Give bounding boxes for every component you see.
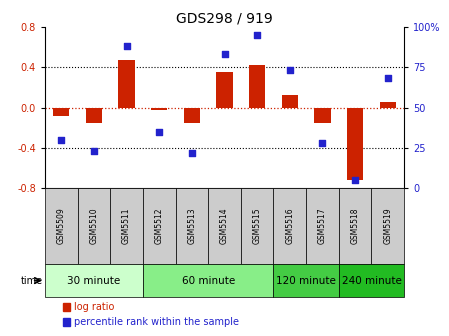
Bar [282, 95, 298, 108]
Text: GSM5513: GSM5513 [187, 208, 196, 244]
Text: GSM5516: GSM5516 [285, 208, 294, 244]
Text: 30 minute: 30 minute [67, 276, 120, 286]
FancyBboxPatch shape [241, 188, 273, 264]
Point [286, 68, 293, 73]
Text: time: time [21, 276, 43, 286]
Point [254, 32, 261, 38]
Bar [379, 102, 396, 108]
Text: 120 minute: 120 minute [276, 276, 336, 286]
Point [384, 76, 392, 81]
Text: GSM5512: GSM5512 [155, 208, 164, 244]
Bar [151, 108, 167, 110]
FancyBboxPatch shape [110, 188, 143, 264]
Point [57, 137, 65, 142]
Text: GSM5511: GSM5511 [122, 208, 131, 244]
Text: 60 minute: 60 minute [181, 276, 235, 286]
FancyBboxPatch shape [78, 188, 110, 264]
FancyBboxPatch shape [176, 188, 208, 264]
Text: GSM5514: GSM5514 [220, 208, 229, 244]
Bar [119, 60, 135, 108]
Text: 240 minute: 240 minute [342, 276, 401, 286]
Bar [314, 108, 330, 123]
Text: GSM5515: GSM5515 [253, 208, 262, 244]
Bar [184, 108, 200, 123]
Bar [249, 65, 265, 108]
Bar [347, 108, 363, 180]
Text: GSM5510: GSM5510 [89, 208, 98, 244]
Legend: log ratio, percentile rank within the sample: log ratio, percentile rank within the sa… [59, 298, 243, 331]
Title: GDS298 / 919: GDS298 / 919 [176, 12, 273, 26]
Point [156, 129, 163, 134]
FancyBboxPatch shape [273, 264, 339, 297]
Point [188, 150, 195, 155]
FancyBboxPatch shape [339, 188, 371, 264]
FancyBboxPatch shape [273, 188, 306, 264]
Bar [86, 108, 102, 123]
Text: GSM5517: GSM5517 [318, 208, 327, 244]
Text: GSM5519: GSM5519 [383, 208, 392, 244]
FancyBboxPatch shape [143, 264, 273, 297]
Text: GSM5518: GSM5518 [351, 208, 360, 244]
FancyBboxPatch shape [45, 264, 143, 297]
FancyBboxPatch shape [208, 188, 241, 264]
Point [319, 140, 326, 146]
Point [90, 149, 97, 154]
FancyBboxPatch shape [45, 188, 78, 264]
Bar [53, 108, 70, 116]
FancyBboxPatch shape [143, 188, 176, 264]
Text: GSM5509: GSM5509 [57, 208, 66, 244]
Point [352, 177, 359, 183]
FancyBboxPatch shape [371, 188, 404, 264]
Point [123, 44, 130, 49]
FancyBboxPatch shape [306, 188, 339, 264]
Bar [216, 72, 233, 108]
FancyBboxPatch shape [339, 264, 404, 297]
Point [221, 52, 228, 57]
